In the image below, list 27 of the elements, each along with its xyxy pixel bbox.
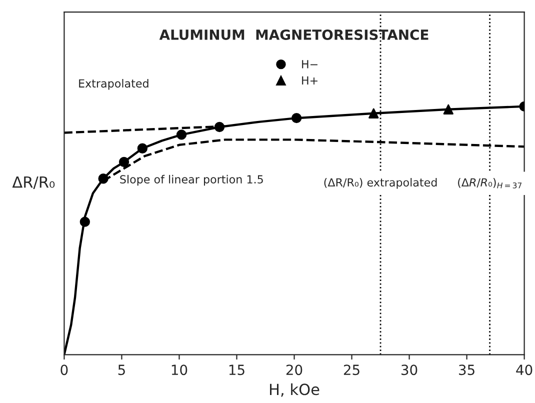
x-tick-label: 25 [344, 364, 360, 376]
point [137, 143, 148, 154]
annotation: Slope of linear portion 1.5 [120, 174, 263, 186]
x-tick-label: 30 [401, 364, 418, 376]
x-tick-label: 40 [516, 364, 532, 376]
x-tick-label: 5 [118, 364, 125, 376]
chart-title: ALUMINUM MAGNETORESISTANCE [159, 29, 428, 40]
x-tick-label: 20 [286, 364, 302, 376]
point [176, 130, 187, 140]
point [118, 156, 130, 168]
x-tick-label: 35 [459, 364, 474, 376]
ref-line-label: (ΔR/R₀) extrapolated [324, 178, 437, 189]
y-axis-title: ΔR/R₀ [12, 176, 55, 189]
point [98, 174, 108, 184]
point [443, 104, 454, 114]
x-tick-label: 0 [60, 364, 68, 376]
point [291, 112, 302, 124]
point [368, 108, 379, 118]
x-tick-label: 10 [172, 364, 188, 376]
legend-label: H+ [302, 76, 318, 85]
legend-label: H− [302, 60, 318, 68]
point [80, 216, 90, 227]
ref-line-label: (ΔR/R₀)$_{H=37}$ [458, 178, 522, 188]
point [214, 122, 225, 132]
text: Extrapolated [79, 79, 148, 90]
x-tick-label: 15 [229, 364, 244, 376]
x-axis-title: H, kOe [270, 383, 320, 397]
